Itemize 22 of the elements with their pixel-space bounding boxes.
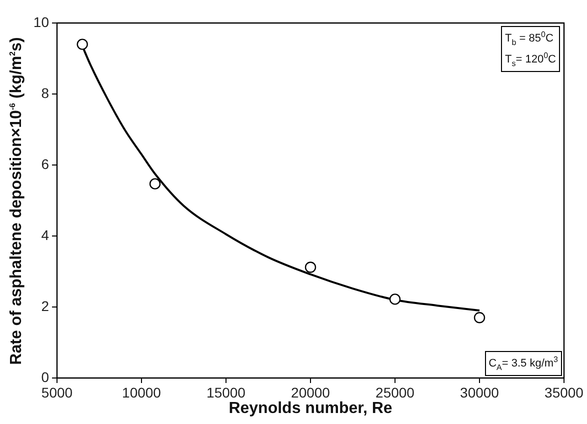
y-tick-label: 4 [41,226,50,243]
point [76,38,88,50]
point [474,312,486,324]
y-tick-label: 2 [41,298,50,314]
point [149,178,161,190]
y-tick-label: 6 [41,156,50,172]
x-tick-label: 5000 [41,384,73,400]
x-tick-label: 15000 [206,384,246,400]
annotation: C$_{A}$= 3.5 kg/m$^{3}$ [484,351,562,376]
annotation: T$_{s}$= 120$^{0}$C [505,50,556,68]
x-tick-label: 30000 [460,384,500,400]
y-tick-label: 0 [41,368,50,385]
x-tick-label: 35000 [544,384,584,400]
annotation: T$_{b}$ = 85$^{0}$C [505,30,554,47]
point [304,262,316,273]
point [389,294,401,305]
y-tick-label: 8 [41,84,50,101]
x-tick-label: 10000 [122,384,162,400]
x-axis-title: Reynolds number, Re [228,400,392,418]
y-tick-label: 10 [33,14,50,30]
x-tick-label: 25000 [376,384,415,400]
x-tick-label: 20000 [291,384,330,400]
